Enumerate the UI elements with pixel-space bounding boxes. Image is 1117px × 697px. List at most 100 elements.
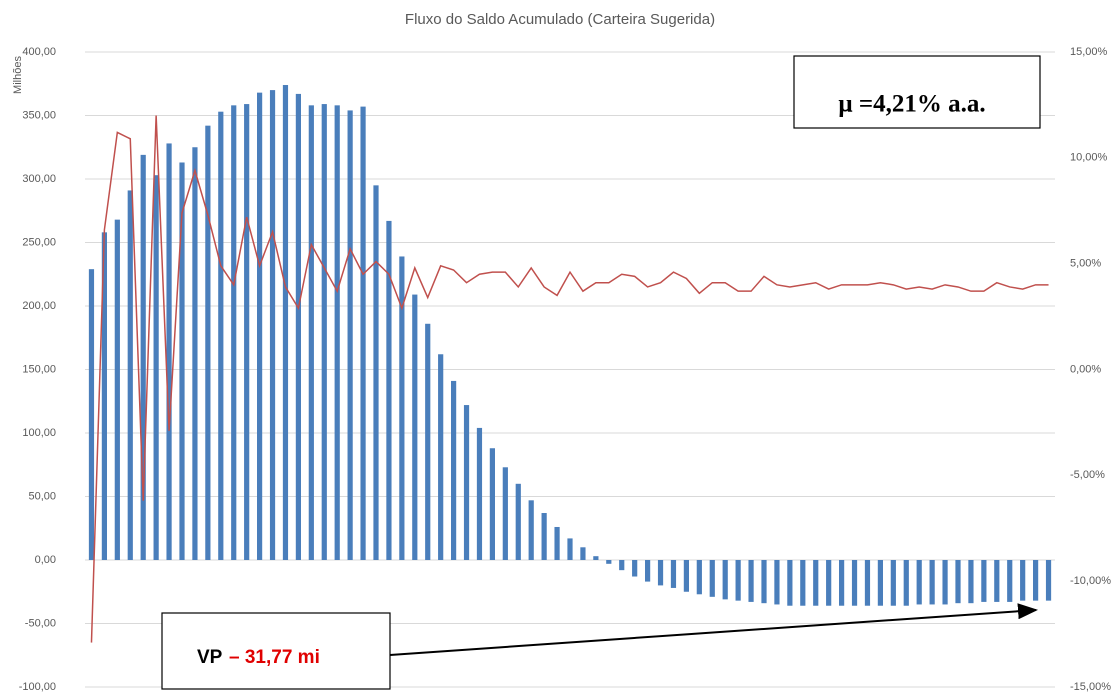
bar [399, 256, 405, 560]
annotation-box [161, 612, 391, 690]
bar [205, 125, 211, 560]
bar [179, 162, 185, 561]
y-tick-label: 350,00 [22, 109, 56, 121]
bar [748, 560, 754, 602]
bar [166, 143, 172, 560]
bar [386, 220, 392, 560]
bar [502, 467, 508, 560]
bar [1045, 560, 1052, 601]
bar [451, 380, 457, 560]
line [90, 115, 1049, 643]
bar [864, 560, 871, 606]
y2-tick-label: 15,00% [1070, 46, 1108, 58]
bar [218, 111, 224, 560]
bar [321, 104, 327, 560]
bar [916, 560, 922, 605]
bar [800, 560, 806, 606]
y2-tick-label: -15,00% [1070, 681, 1111, 692]
bar [722, 560, 728, 600]
bar [463, 405, 470, 560]
bar [244, 104, 250, 560]
y2-tick-label: -5,00% [1070, 469, 1105, 481]
bar [282, 85, 289, 561]
bar [994, 560, 1000, 602]
bar [269, 90, 276, 560]
y2-tick-label: -10,00% [1070, 575, 1111, 587]
bar [813, 560, 819, 606]
bar [425, 323, 431, 560]
y-tick-label: 200,00 [22, 300, 56, 312]
bar [877, 560, 883, 606]
bar [761, 560, 767, 604]
bar [903, 560, 909, 606]
bar [619, 560, 625, 571]
bar [257, 92, 263, 560]
bar [528, 500, 534, 560]
bar [334, 105, 340, 560]
bar [541, 513, 547, 560]
bar [632, 560, 638, 577]
bar [489, 448, 495, 560]
bar [955, 560, 961, 604]
bar [657, 560, 664, 586]
annotation: μ =4,21% a.a. [838, 91, 985, 118]
y-tick-label: -50,00 [25, 617, 56, 629]
bar [735, 560, 741, 601]
bar [192, 147, 198, 560]
bar [127, 190, 133, 560]
bar [580, 547, 586, 560]
annotation: VP [197, 647, 223, 668]
bar [295, 93, 301, 560]
bar [981, 560, 987, 602]
y-tick-label: 0,00 [35, 554, 56, 566]
bar [593, 556, 599, 560]
bar [88, 269, 95, 560]
bar [153, 175, 159, 560]
bar [606, 560, 612, 564]
y2-tick-label: 0,00% [1070, 363, 1101, 375]
bar [438, 354, 444, 560]
bar [373, 185, 379, 560]
y2-tick-label: 10,00% [1070, 152, 1108, 164]
bar [683, 560, 689, 592]
bar [1007, 560, 1013, 602]
y-tick-label: 300,00 [22, 173, 56, 185]
annotation: – 31,77 mi [229, 647, 320, 668]
bar [308, 105, 314, 560]
bar [839, 560, 845, 606]
bar [347, 110, 353, 561]
bar [696, 560, 702, 595]
bar [360, 106, 366, 561]
bar [231, 105, 237, 560]
annotation-arrow [389, 603, 1038, 656]
plot-area: -100,00 -50,00 0,00 50,00 100,00 150,00 200,00… [19, 46, 1112, 693]
y-tick-label: -100,00 [19, 681, 56, 692]
bar [567, 538, 573, 560]
y-axis-label: Milhões [12, 56, 24, 94]
bar [787, 560, 793, 606]
y-tick-label: 50,00 [28, 490, 56, 502]
bar [476, 427, 483, 560]
bar [101, 232, 107, 560]
chart-title: Fluxo do Saldo Acumulado (Carteira Suger… [405, 11, 715, 28]
bar [709, 560, 715, 597]
annotation-box [793, 55, 1041, 129]
bar [114, 219, 120, 560]
y-tick-label: 250,00 [22, 236, 56, 248]
y-tick-label: 150,00 [22, 363, 56, 375]
bar [670, 560, 677, 588]
bar [140, 154, 146, 560]
bar [774, 560, 780, 605]
bar [890, 560, 896, 606]
bar [1020, 560, 1026, 601]
bar [851, 560, 858, 606]
bar [968, 560, 974, 604]
y-tick-label: 100,00 [22, 427, 56, 439]
bar [515, 483, 521, 560]
bar [645, 560, 651, 582]
y2-tick-label: 5,00% [1070, 258, 1101, 270]
bar [826, 560, 832, 606]
bar [412, 294, 418, 560]
bar [929, 560, 935, 605]
